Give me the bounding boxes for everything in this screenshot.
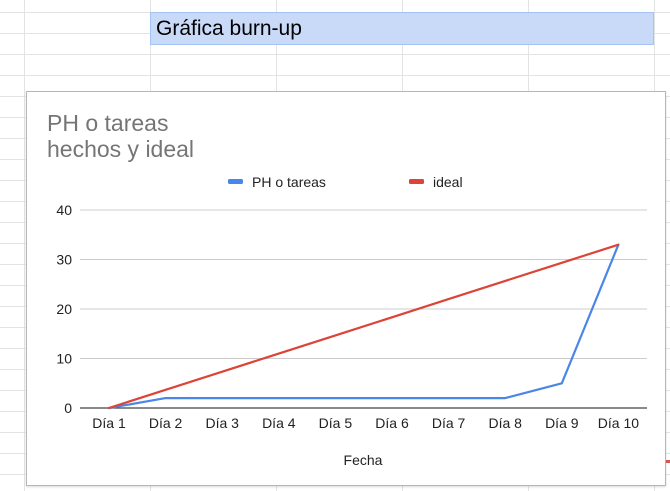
x-tick-label: Día 1 xyxy=(92,415,126,431)
chart-legend: PH o tareas ideal xyxy=(228,174,463,190)
series-line xyxy=(107,243,620,410)
y-tick-label: 10 xyxy=(56,351,72,367)
legend-swatch xyxy=(228,179,243,184)
y-tick-label: 40 xyxy=(56,202,72,218)
chart-title-line: hechos y ideal xyxy=(47,136,194,162)
legend-label: PH o tareas xyxy=(252,174,326,190)
chart-gridlines xyxy=(80,209,647,409)
x-tick-label: Día 5 xyxy=(319,415,353,431)
chart-series xyxy=(107,243,620,410)
legend-swatch xyxy=(409,179,424,184)
x-tick-label: Día 9 xyxy=(545,415,579,431)
chart-panel[interactable] xyxy=(26,91,666,486)
legend-item: PH o tareas xyxy=(228,174,326,190)
x-axis-label: Fecha xyxy=(344,452,383,468)
x-tick-label: Día 2 xyxy=(149,415,183,431)
y-tick-label: 20 xyxy=(56,301,72,317)
x-tick-label: Día 8 xyxy=(488,415,522,431)
x-tick-label: Día 6 xyxy=(375,415,409,431)
legend-item: ideal xyxy=(409,174,463,190)
x-tick-label: Día 7 xyxy=(432,415,466,431)
x-tick-label: Día 10 xyxy=(598,415,639,431)
y-axis-ticks: 0 10 20 30 40 xyxy=(56,202,72,416)
selection-handle xyxy=(666,460,670,463)
x-axis-ticks: Día 1 Día 2 Día 3 Día 4 Día 5 Día 6 Día 7 Día 8… xyxy=(92,415,639,431)
legend-label: ideal xyxy=(433,174,463,190)
y-tick-label: 30 xyxy=(56,252,72,268)
chart-title-line: PH o tareas xyxy=(47,110,168,136)
x-tick-label: Día 3 xyxy=(205,415,239,431)
y-tick-label: 0 xyxy=(64,400,72,416)
series-line xyxy=(107,243,620,410)
x-tick-label: Día 4 xyxy=(262,415,296,431)
header-cell[interactable]: Gráfica burn-up xyxy=(150,12,654,45)
